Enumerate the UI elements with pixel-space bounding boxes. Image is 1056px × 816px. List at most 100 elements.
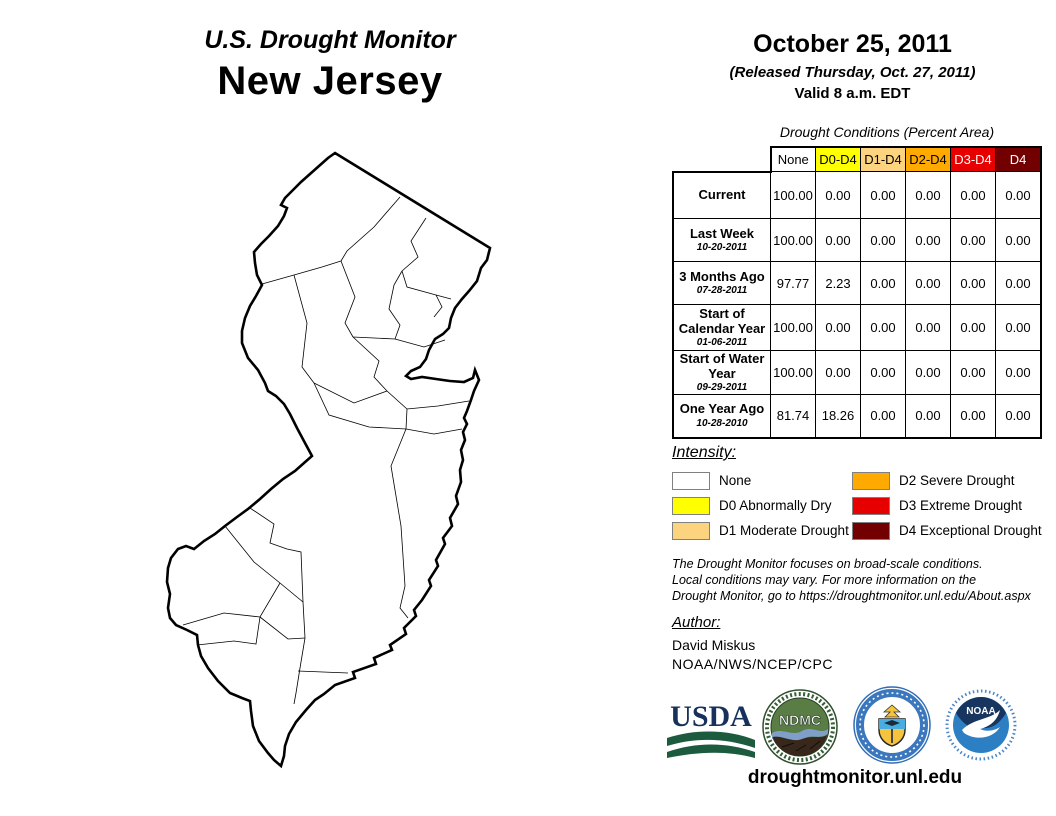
value-cell: 0.00	[905, 350, 951, 395]
legend-item: D3 Extreme Drought	[852, 493, 1056, 518]
value-cell: 0.00	[950, 304, 996, 351]
author-organization: NOAA/NWS/NCEP/CPC	[672, 656, 833, 672]
value-cell: 0.00	[905, 304, 951, 351]
value-cell: 97.77	[770, 261, 816, 305]
legend-swatch	[852, 496, 890, 515]
value-cell: 0.00	[905, 171, 951, 219]
noaa-text: NOAA	[966, 706, 995, 717]
table-header-row: None D0-D4 D1-D4 D2-D4 D3-D4 D4	[673, 146, 1042, 172]
legend-label: None	[719, 473, 752, 488]
legend-label: D2 Severe Drought	[899, 473, 1015, 488]
drought-conditions-table: None D0-D4 D1-D4 D2-D4 D3-D4 D4 Current 100.00…	[672, 146, 1042, 439]
column-header-d0-d4: D0-D4	[815, 146, 861, 172]
legend-swatch	[852, 471, 890, 490]
value-cell: 2.23	[815, 261, 861, 305]
author-name: David Miskus	[672, 637, 756, 653]
legend-item: D4 Exceptional Drought	[852, 518, 1056, 543]
value-cell: 0.00	[905, 394, 951, 439]
author-label: Author:	[672, 614, 721, 631]
legend-item: D1 Moderate Drought	[672, 518, 852, 543]
county-boundaries	[182, 196, 470, 705]
usda-logo: USDA	[667, 700, 755, 758]
column-header-none: None	[769, 146, 816, 172]
value-cell: 0.00	[860, 261, 906, 305]
value-cell: 0.00	[950, 171, 996, 219]
value-cell: 0.00	[950, 261, 996, 305]
intensity-title: Intensity:	[672, 444, 737, 461]
table-row: Current 100.00 0.00 0.00 0.00 0.00 0.00	[672, 170, 1042, 219]
value-cell: 100.00	[770, 218, 816, 262]
legend-item: D2 Severe Drought	[852, 468, 1056, 493]
value-cell: 0.00	[995, 394, 1042, 439]
row-label: One Year Ago 10-28-2010	[672, 394, 771, 439]
legend-label: D4 Exceptional Drought	[899, 523, 1042, 538]
table-row: One Year Ago 10-28-2010 81.74 18.26 0.00 0.00…	[672, 394, 1042, 439]
value-cell: 0.00	[815, 350, 861, 395]
column-header-d4: D4	[995, 146, 1042, 172]
value-cell: 100.00	[770, 350, 816, 395]
usda-text: USDA	[670, 700, 752, 733]
column-header-d3-d4: D3-D4	[950, 146, 996, 172]
value-cell: 0.00	[905, 218, 951, 262]
intensity-legend: None D0 Abnormally Dry D1 Moderate Drought…	[672, 468, 1056, 543]
table-row: Start of Water Year 09-29-2011 100.00 0.00 0…	[672, 350, 1042, 395]
value-cell: 100.00	[770, 171, 816, 219]
legend-label: D3 Extreme Drought	[899, 498, 1023, 513]
row-label: Last Week 10-20-2011	[672, 218, 771, 262]
value-cell: 0.00	[860, 394, 906, 439]
value-cell: 0.00	[950, 218, 996, 262]
column-header-d2-d4: D2-D4	[905, 146, 951, 172]
legend-item: None	[672, 468, 852, 493]
value-cell: 0.00	[860, 304, 906, 351]
title-block: U.S. Drought Monitor New Jersey	[80, 26, 580, 104]
released-date: (Released Thursday, Oct. 27, 2011)	[729, 64, 976, 81]
table-row: Start of Calendar Year 01-06-2011 100.00 0.…	[672, 304, 1042, 351]
row-label: Start of Calendar Year 01-06-2011	[672, 304, 771, 351]
table-row: Last Week 10-20-2011 100.00 0.00 0.00 0.00 0.0…	[672, 218, 1042, 262]
legend-swatch	[852, 521, 890, 540]
value-cell: 18.26	[815, 394, 861, 439]
legend-label: D0 Abnormally Dry	[719, 498, 832, 513]
ndmc-text: NDMC	[779, 712, 821, 728]
value-cell: 0.00	[995, 261, 1042, 305]
value-cell: 0.00	[860, 350, 906, 395]
value-cell: 0.00	[995, 304, 1042, 351]
value-cell: 0.00	[995, 171, 1042, 219]
value-cell: 0.00	[995, 350, 1042, 395]
website-url: droughtmonitor.unl.edu	[747, 767, 963, 788]
table-title: Drought Conditions (Percent Area)	[779, 124, 995, 140]
value-cell: 81.74	[770, 394, 816, 439]
row-label: 3 Months Ago 07-28-2011	[672, 261, 771, 305]
ndmc-logo: NDMC	[762, 689, 838, 765]
state-outline	[165, 151, 492, 769]
value-cell: 0.00	[815, 171, 861, 219]
value-cell: 0.00	[860, 171, 906, 219]
value-cell: 0.00	[860, 218, 906, 262]
logo-row: USDA NDMC NOAA	[664, 684, 1030, 766]
legend-swatch	[672, 521, 710, 540]
value-cell: 0.00	[950, 394, 996, 439]
region-title: New Jersey	[217, 59, 443, 103]
valid-time: Valid 8 a.m. EDT	[794, 85, 911, 102]
new-jersey-map	[165, 151, 492, 769]
legend-swatch	[672, 496, 710, 515]
legend-swatch	[672, 471, 710, 490]
value-cell: 100.00	[770, 304, 816, 351]
row-label: Current	[672, 170, 771, 219]
value-cell: 0.00	[995, 218, 1042, 262]
value-cell: 0.00	[815, 304, 861, 351]
row-label: Start of Water Year 09-29-2011	[672, 350, 771, 395]
table-row: 3 Months Ago 07-28-2011 97.77 2.23 0.00 0.00 0…	[672, 261, 1042, 305]
report-date: October 25, 2011	[753, 30, 952, 58]
noaa-logo: NOAA	[945, 689, 1017, 761]
legend-label: D1 Moderate Drought	[719, 523, 849, 538]
legend-item: D0 Abnormally Dry	[672, 493, 852, 518]
commerce-seal	[853, 686, 931, 764]
table-corner-cell	[673, 147, 771, 172]
date-block: October 25, 2011 (Released Thursday, Oct…	[670, 30, 1035, 102]
page-title: U.S. Drought Monitor	[204, 26, 456, 54]
disclaimer-text: The Drought Monitor focuses on broad-sca…	[672, 557, 1031, 603]
value-cell: 0.00	[905, 261, 951, 305]
column-header-d1-d4: D1-D4	[860, 146, 906, 172]
